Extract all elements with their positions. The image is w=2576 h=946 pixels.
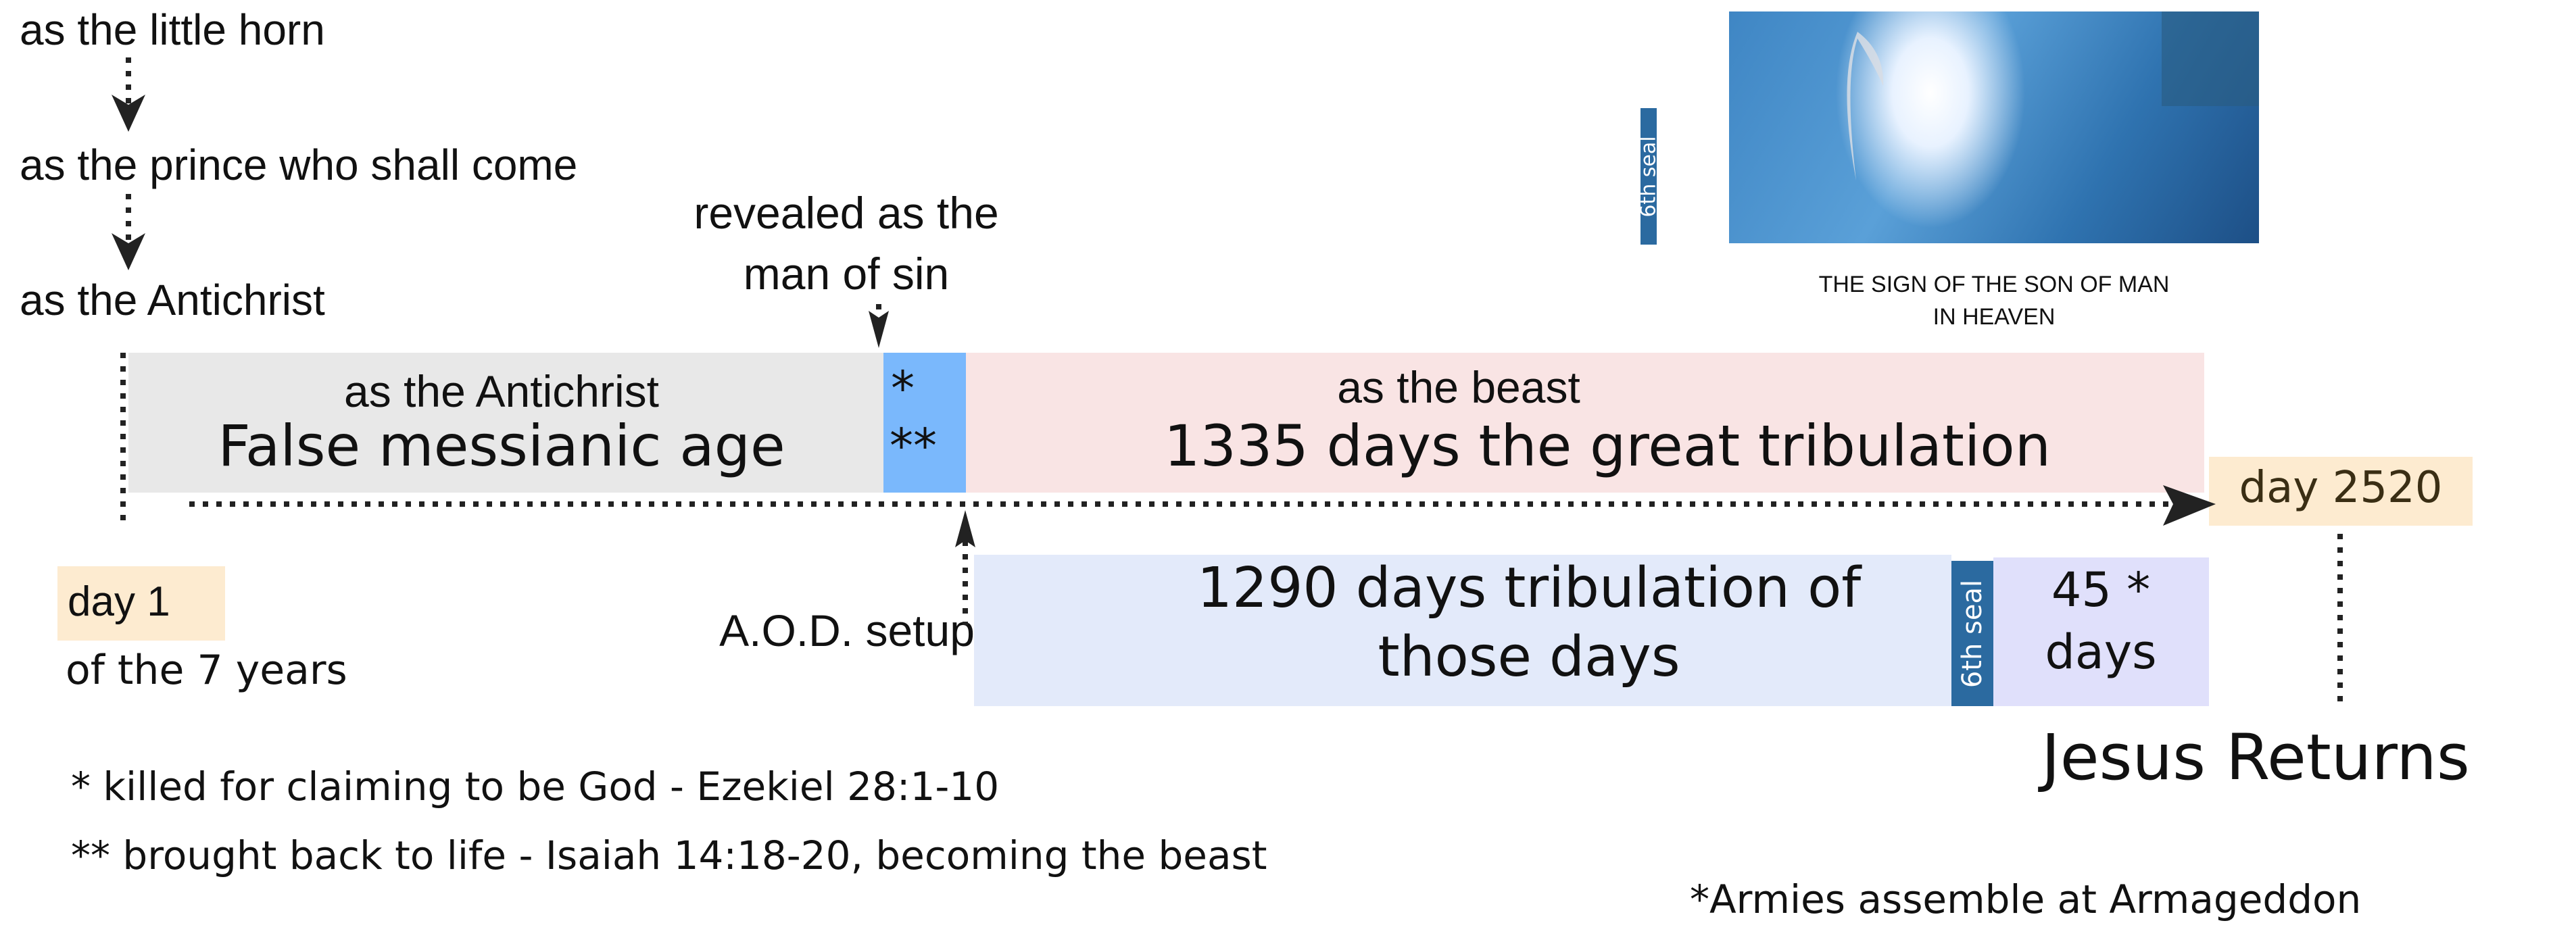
day-1-label: day 1 [68,578,170,625]
jesus-returns-label: Jesus Returns [2041,721,2470,795]
aod-setup-label: A.O.D. setup [719,605,975,655]
arrow-up-icon [955,510,975,547]
image-seal-label: 6th seal [1636,135,1661,218]
image-caption-line2: IN HEAVEN [1933,304,2056,330]
tribulation-line2: those days [1378,625,1680,689]
stage-prince: as the prince who shall come [20,141,578,189]
day-1-box [57,566,225,641]
days-45-line1: 45 * [2051,562,2151,618]
death-resurrection-box [883,353,966,493]
pink-box-subtitle: as the beast [1337,362,1580,412]
sixth-seal-marker-label: 6th seal [1957,579,1988,688]
arrow-down-icon [869,311,889,348]
single-asterisk: * [891,361,915,416]
stage-antichrist: as the Antichrist [20,276,325,324]
days-45-line2: days [2045,624,2157,680]
tribulation-line1: 1290 days tribulation of [1196,556,1862,620]
tribulation-1290-box [974,555,1951,706]
footnote-killed: * killed for claiming to be God - Ezekie… [71,764,1000,810]
footnote-armageddon: *Armies assemble at Armageddon [1690,876,2362,922]
day-2520-label: day 2520 [2239,463,2443,513]
gray-box-subtitle: as the Antichrist [344,366,659,416]
arrow-down-icon [112,95,145,132]
sign-of-son-of-man-image [1729,11,2259,243]
footnote-brought-back: ** brought back to life - Isaiah 14:18-2… [71,832,1267,878]
image-caption-line1: THE SIGN OF THE SON OF MAN [1818,272,2170,297]
great-tribulation-box [966,353,2204,493]
pink-box-title: 1335 days the great tribulation [1164,413,2051,479]
revealed-label-line2: man of sin [743,249,950,299]
day-2520-box [2209,457,2473,526]
arrow-down-icon [112,233,145,270]
revealed-label-line1: revealed as the [694,188,999,238]
sixth-seal-marker: 6th seal [1951,561,1993,706]
false-messianic-age-box [128,353,883,493]
day-1-sublabel: of the 7 years [66,647,347,694]
stage-little-horn: as the little horn [20,5,325,54]
image-seal-tag: 6th seal [1637,108,1661,245]
gray-box-title: False messianic age [218,413,785,479]
sickle-icon [1847,11,2259,180]
double-asterisk: ** [890,418,937,474]
days-45-box [1993,557,2209,706]
